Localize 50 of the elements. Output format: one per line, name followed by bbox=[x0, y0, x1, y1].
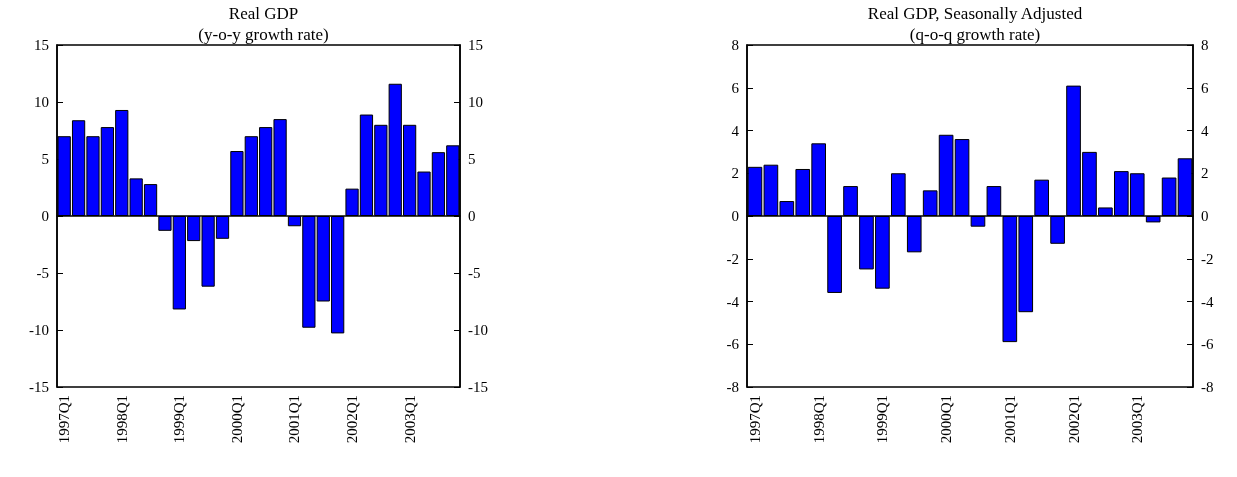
x-tick-label: 1997Q1 bbox=[746, 395, 763, 444]
y-tick-label: 0 bbox=[41, 208, 49, 224]
y2-tick-label: 5 bbox=[468, 151, 476, 167]
x-tick-label: 1999Q1 bbox=[874, 395, 891, 444]
y-tick-label: -10 bbox=[29, 322, 49, 338]
y-tick-label: -2 bbox=[726, 250, 739, 267]
x-tick-label: 2000Q1 bbox=[228, 395, 245, 444]
y-tick-label: 2 bbox=[731, 165, 739, 182]
y2-tick-label: 10 bbox=[468, 94, 483, 110]
y-tick-label: 15 bbox=[34, 37, 49, 53]
x-tick-label: 2003Q1 bbox=[401, 395, 418, 444]
x-tick-label: 1999Q1 bbox=[171, 395, 188, 444]
y2-tick-label: -10 bbox=[468, 322, 488, 338]
x-tick-label: 2002Q1 bbox=[344, 395, 361, 444]
x-tick-label: 2002Q1 bbox=[1065, 395, 1082, 444]
y2-tick-label: -15 bbox=[468, 379, 488, 395]
y-tick-label: 4 bbox=[731, 122, 740, 139]
x-tick-label: 2001Q1 bbox=[286, 395, 303, 444]
y-tick-label: -6 bbox=[726, 336, 740, 353]
y2-tick-label: 0 bbox=[1201, 208, 1209, 224]
y-tick-label: -5 bbox=[36, 265, 49, 281]
y2-tick-label: 4 bbox=[1201, 122, 1209, 139]
y2-tick-label: 2 bbox=[1201, 165, 1209, 182]
chart-title: Real GDP bbox=[228, 4, 299, 23]
y2-tick-label: -4 bbox=[1201, 293, 1214, 310]
y-tick-label: -8 bbox=[726, 379, 739, 395]
y2-tick-label: 8 bbox=[1201, 37, 1209, 53]
x-tick-label: 2003Q1 bbox=[1129, 395, 1146, 444]
y2-tick-label: -5 bbox=[468, 265, 481, 281]
y-tick-label: 5 bbox=[41, 151, 49, 167]
x-tick-label: 1998Q1 bbox=[113, 395, 130, 444]
y2-tick-label: 6 bbox=[1201, 79, 1209, 96]
y-tick-label: 10 bbox=[34, 94, 49, 110]
x-tick-label: 1998Q1 bbox=[810, 395, 827, 444]
y-tick-label: 0 bbox=[731, 208, 739, 224]
y2-tick-label: 15 bbox=[468, 37, 483, 53]
y-tick-label: -15 bbox=[29, 379, 49, 395]
x-tick-label: 2000Q1 bbox=[938, 395, 955, 444]
y2-tick-label: -8 bbox=[1201, 379, 1214, 395]
y-tick-label: 6 bbox=[731, 79, 740, 96]
x-tick-label: 1997Q1 bbox=[56, 395, 73, 444]
y2-tick-label: -2 bbox=[1201, 250, 1214, 267]
y2-tick-label: -6 bbox=[1201, 336, 1214, 353]
y-tick-label: -4 bbox=[726, 293, 740, 310]
chart-subtitle: (q-o-q growth rate) bbox=[909, 25, 1041, 44]
chart-subtitle: (y-o-y growth rate) bbox=[198, 25, 329, 44]
x-tick-label: 2001Q1 bbox=[1001, 395, 1018, 444]
chart-title: Real GDP, Seasonally Adjusted bbox=[867, 4, 1083, 23]
y-tick-label: 8 bbox=[731, 37, 739, 53]
y2-tick-label: 0 bbox=[468, 208, 476, 224]
